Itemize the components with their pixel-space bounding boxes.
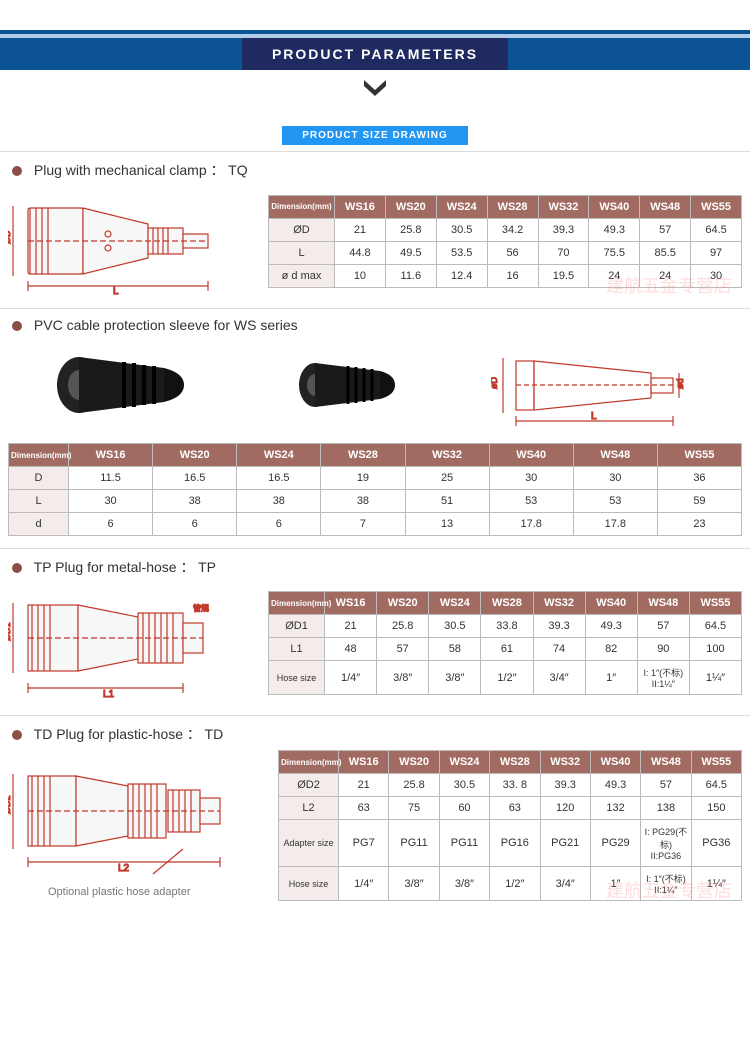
tp-table: Dimension(mm) WS16WS20WS24WS28WS32WS40WS… bbox=[268, 591, 742, 695]
col: WS24 bbox=[436, 195, 487, 218]
tq-row: ØD L D bbox=[8, 186, 742, 296]
col: WS40 bbox=[589, 195, 640, 218]
subheader-label: PRODUCT SIZE DRAWING bbox=[282, 126, 468, 145]
section-title: TD Plug for plastic-hose ： TD bbox=[12, 724, 742, 744]
bullet-icon bbox=[12, 563, 22, 573]
col: WS28 bbox=[487, 195, 538, 218]
table-row: L3038383851535359 bbox=[9, 490, 742, 513]
table-row: Hose size1/4″3/8″3/8″1/2″3/4″1″I: 1″(不标)… bbox=[279, 867, 742, 901]
table-row: ØD2125.830.534.239.349.35764.5 bbox=[269, 218, 742, 241]
tq-table: Dimension(mm) WS16 WS20 WS24 WS28 WS32 W… bbox=[268, 195, 742, 288]
table-row: L263756063120132138150 bbox=[279, 797, 742, 820]
table-row: ø d max1011.612.41619.5242430 bbox=[269, 264, 742, 287]
title-text: PVC cable protection sleeve for WS serie… bbox=[34, 317, 298, 333]
bullet-icon bbox=[12, 321, 22, 331]
td-table: Dimension(mm) WS16WS20WS24WS28WS32WS40WS… bbox=[278, 750, 742, 901]
bullet-icon bbox=[12, 730, 22, 740]
table: Dimension(mm) WS16WS20WS24WS28WS32WS40WS… bbox=[268, 591, 742, 695]
table-row: d66671317.817.823 bbox=[9, 513, 742, 536]
header-row: Dimension(mm) WS16 WS20 WS24 WS28 WS32 W… bbox=[269, 195, 742, 218]
table: Dimension(mm) WS16 WS20 WS24 WS28 WS32 W… bbox=[268, 195, 742, 288]
section-td: TD Plug for plastic-hose ： TD ØD2 bbox=[0, 715, 750, 913]
svg-text:L: L bbox=[113, 286, 119, 296]
bullet-icon bbox=[12, 166, 22, 176]
table-row: L148575861748290100 bbox=[269, 638, 742, 661]
table-row: ØD12125.830.533.839.349.35764.5 bbox=[269, 615, 742, 638]
table-row: Adapter sizePG7PG11PG11PG16PG21PG29I: PG… bbox=[279, 820, 742, 867]
sleeve-images: øD ød L bbox=[8, 343, 742, 428]
table-row: Hose size1/4″3/8″3/8″1/2″3/4″1″I: 1″(不标)… bbox=[269, 661, 742, 695]
header-band: PRODUCT PARAMETERS bbox=[0, 30, 750, 70]
table-row: D11.516.516.51925303036 bbox=[9, 467, 742, 490]
table: Dimension(mm) WS16WS20WS24WS28WS32WS40WS… bbox=[278, 750, 742, 901]
dim-header: Dimension(mm) bbox=[269, 195, 335, 218]
col: WS16 bbox=[335, 195, 386, 218]
header-row: Dimension(mm) WS16WS20WS24WS28WS32WS40WS… bbox=[9, 444, 742, 467]
subheader: PRODUCT SIZE DRAWING bbox=[0, 126, 750, 145]
col: WS48 bbox=[640, 195, 691, 218]
col: WS20 bbox=[385, 195, 436, 218]
section-tp: TP Plug for metal-hose ： TP ØD1 管规 bbox=[0, 548, 750, 715]
svg-text:管规: 管规 bbox=[193, 603, 209, 613]
section-title: PVC cable protection sleeve for WS serie… bbox=[12, 317, 742, 333]
col: WS32 bbox=[538, 195, 589, 218]
svg-text:ØD2: ØD2 bbox=[8, 795, 12, 814]
title-text: TP Plug for metal-hose ： TP bbox=[34, 559, 216, 575]
section-tq: Plug with mechanical clamp ： TQ ØD bbox=[0, 151, 750, 308]
sleeve-drawing: øD ød L bbox=[491, 343, 701, 428]
header-row: Dimension(mm) WS16WS20WS24WS28WS32WS40WS… bbox=[279, 751, 742, 774]
svg-text:øD: øD bbox=[491, 377, 499, 389]
td-drawing: ØD2 L2 bbox=[8, 754, 268, 898]
section-title: TP Plug for metal-hose ： TP bbox=[12, 557, 742, 577]
page-title: PRODUCT PARAMETERS bbox=[242, 38, 508, 70]
svg-text:ØD1: ØD1 bbox=[8, 622, 12, 641]
svg-text:ØD: ØD bbox=[8, 230, 12, 244]
title-text: TD Plug for plastic-hose ： TD bbox=[34, 726, 224, 742]
svg-text:ød: ød bbox=[675, 378, 685, 389]
section-pvc: PVC cable protection sleeve for WS serie… bbox=[0, 308, 750, 548]
svg-text:L1: L1 bbox=[103, 689, 115, 700]
tp-row: ØD1 管规 L1 bbox=[8, 583, 742, 703]
sleeve-photo-1 bbox=[49, 343, 209, 428]
title-text: Plug with mechanical clamp ： TQ bbox=[34, 162, 248, 178]
td-row: ØD2 L2 bbox=[8, 750, 742, 901]
arrow-down-icon bbox=[0, 80, 750, 101]
table-row: ØD22125.830.533. 839.349.35764.5 bbox=[279, 774, 742, 797]
tq-drawing: ØD L bbox=[8, 186, 258, 296]
tp-drawing: ØD1 管规 L1 bbox=[8, 583, 258, 703]
svg-text:L2: L2 bbox=[118, 863, 130, 874]
col: WS55 bbox=[691, 195, 742, 218]
section-title: Plug with mechanical clamp ： TQ bbox=[12, 160, 742, 180]
pvc-table: Dimension(mm) WS16WS20WS24WS28WS32WS40WS… bbox=[8, 443, 742, 536]
td-caption: Optional plastic hose adapter bbox=[48, 886, 268, 898]
sleeve-photo-2 bbox=[290, 343, 410, 428]
svg-text:L: L bbox=[591, 411, 597, 422]
header-row: Dimension(mm) WS16WS20WS24WS28WS32WS40WS… bbox=[269, 592, 742, 615]
table-row: L44.849.553.5567075.585.597 bbox=[269, 241, 742, 264]
